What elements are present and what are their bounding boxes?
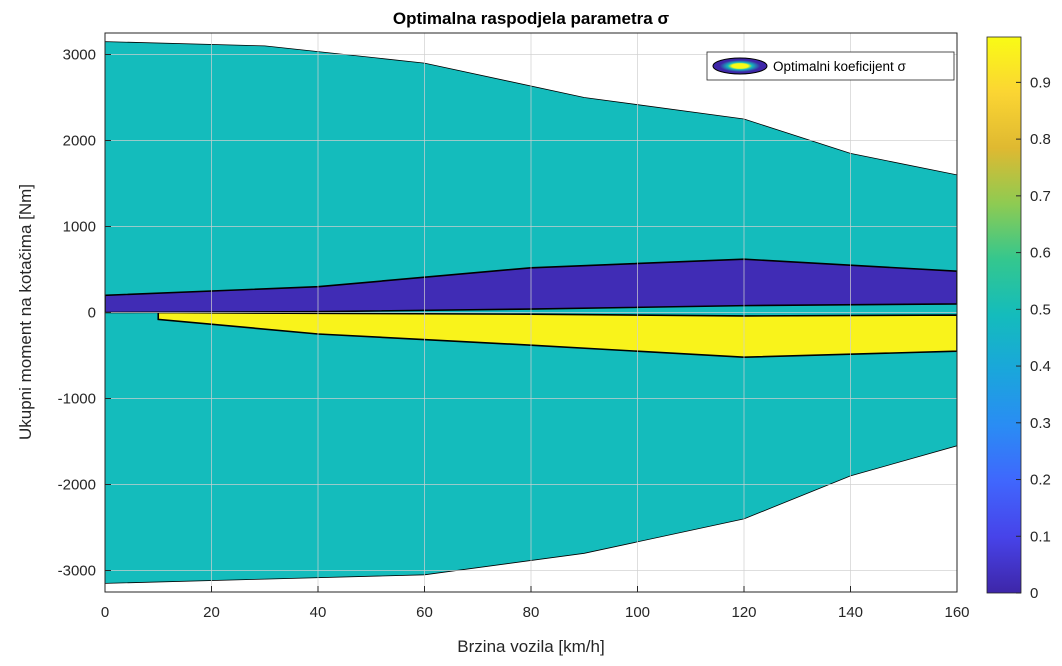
- colorbar-tick-label: 0.8: [1030, 131, 1051, 148]
- y-tick-label: -1000: [58, 391, 96, 408]
- x-tick-label: 60: [416, 604, 433, 621]
- y-axis-label: Ukupni moment na kotačima [Nm]: [16, 184, 35, 440]
- x-tick-label: 40: [310, 604, 327, 621]
- legend-entry: Optimalni koeficijent σ: [773, 59, 907, 74]
- colorbar-tick-label: 0.5: [1030, 301, 1051, 318]
- high-sigma-band: [157, 311, 957, 359]
- x-tick-label: 160: [944, 604, 969, 621]
- x-tick-label: 20: [203, 604, 220, 621]
- colorbar-tick-label: 0.4: [1030, 358, 1051, 375]
- legend: Optimalni koeficijent σ: [706, 51, 955, 81]
- x-tick-label: 80: [523, 604, 540, 621]
- colorbar-tick-label: 0.6: [1030, 245, 1051, 262]
- colorbar-tick-label: 0.9: [1030, 74, 1051, 91]
- chart-title: Optimalna raspodjela parametra σ: [393, 9, 670, 28]
- x-tick-label: 100: [625, 604, 650, 621]
- x-tick-label: 120: [731, 604, 756, 621]
- legend-swatch: [712, 57, 768, 75]
- y-tick-label: 0: [88, 305, 96, 322]
- colorbar-tick-label: 0.7: [1030, 188, 1051, 205]
- colorbar-ticks: 0 0.1 0.2 0.3 0.4 0.5 0.6 0.7 0.8 0.9: [1016, 74, 1051, 602]
- colorbar-tick-label: 0: [1030, 585, 1038, 602]
- colorbar-tick-label: 0.2: [1030, 472, 1051, 489]
- colorbar: 0 0.1 0.2 0.3 0.4 0.5 0.6 0.7 0.8 0.9: [986, 36, 1051, 602]
- colorbar-gradient: [986, 36, 1022, 594]
- x-tick-label: 0: [101, 604, 109, 621]
- y-tick-label: -2000: [58, 477, 96, 494]
- colorbar-tick-label: 0.3: [1030, 415, 1051, 432]
- y-tick-label: 1000: [63, 219, 96, 236]
- y-tick-label: 3000: [63, 47, 96, 64]
- x-tick-label: 140: [838, 604, 863, 621]
- x-axis-ticks: 0 20 40 60 80 100 120 140 160: [101, 586, 970, 621]
- colorbar-tick-label: 0.1: [1030, 528, 1051, 545]
- y-tick-label: -3000: [58, 563, 96, 580]
- y-axis-ticks: -3000 -2000 -1000 0 1000 2000 3000: [58, 47, 111, 580]
- y-tick-label: 2000: [63, 133, 96, 150]
- x-axis-label: Brzina vozila [km/h]: [457, 637, 604, 656]
